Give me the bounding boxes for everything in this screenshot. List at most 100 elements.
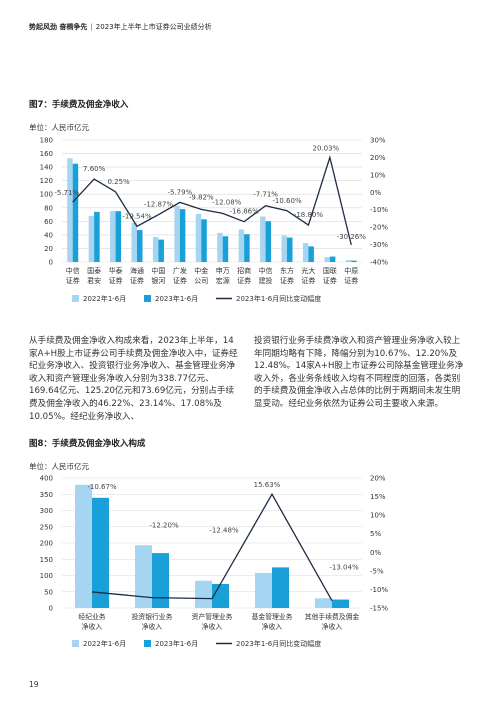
bar-2023 <box>92 497 109 608</box>
y-left-tick-label: 140 <box>40 164 53 172</box>
yoy-data-label: -7.71% <box>253 191 278 199</box>
bar-2022 <box>174 205 180 262</box>
bar-2023 <box>115 211 122 262</box>
y-left-tick-label: 200 <box>40 540 53 548</box>
y-right-tick-label: 10% <box>370 512 386 520</box>
figure8-title: 图8：手续费及佣金净收入构成 <box>29 439 146 449</box>
bar-2022 <box>255 572 272 608</box>
category-label: 国联 <box>323 266 337 275</box>
bar-2022 <box>281 235 287 262</box>
category-label: 中信 <box>66 266 80 275</box>
y-right-tick-label: -30% <box>370 241 388 249</box>
yoy-data-label: 0.25% <box>107 178 130 186</box>
yoy-data-label: -30.26% <box>337 233 367 241</box>
page-header: 势起风劲 奋楫争先 | 2023年上半年上市证券公司业绩分析 <box>29 22 212 32</box>
bar-2022 <box>260 216 266 262</box>
legend-label: 2022年1-6月 <box>83 639 126 648</box>
y-right-tick-label: 0% <box>370 189 381 197</box>
category-label: 建投 <box>259 276 273 285</box>
yoy-data-label: 15.63% <box>254 481 281 489</box>
category-label: 君安 <box>87 276 101 285</box>
y-right-tick-label: 0% <box>370 549 381 557</box>
legend-label: 2023年1-6月同比变动幅度 <box>236 294 321 303</box>
y-left-tick-label: 50 <box>44 588 53 596</box>
category-label: 证券 <box>66 276 80 285</box>
category-label: 净收入 <box>142 622 163 631</box>
body-paragraph-left: 从手续费及佣金净收入构成来看，2023年上半年，14家A+H股上市证券公司手续费… <box>29 336 238 422</box>
bar-2023 <box>265 221 272 262</box>
category-label: 投资银行业务 <box>132 612 173 621</box>
report-brand: 势起风劲 奋楫争先 <box>29 23 88 31</box>
figure7-title: 图7：手续费及佣金净收入 <box>29 100 129 110</box>
yoy-data-label: 20.03% <box>313 144 340 152</box>
y-right-tick-label: 15% <box>370 493 386 501</box>
category-label: 证券 <box>130 276 144 285</box>
bar-2023 <box>179 209 186 262</box>
y-right-tick-label: 20% <box>370 154 386 162</box>
yoy-data-label: -18.80% <box>294 211 324 219</box>
bar-2023 <box>272 567 289 608</box>
bar-2023 <box>94 211 100 262</box>
category-label: 证券 <box>280 276 294 285</box>
category-label: 申万 <box>216 266 230 275</box>
yoy-data-label: -10.67% <box>87 483 117 491</box>
header-separator: | <box>90 23 93 31</box>
legend-swatch-2023 <box>144 295 151 302</box>
bar-2022 <box>131 222 137 262</box>
yoy-data-label: -12.48% <box>209 527 239 535</box>
y-right-tick-label: -40% <box>370 259 388 267</box>
y-left-tick-label: 40 <box>44 231 53 239</box>
y-left-tick-label: 160 <box>40 150 53 158</box>
yoy-change-line <box>72 154 352 246</box>
bar-2022 <box>217 232 223 262</box>
category-label: 中信 <box>259 266 273 275</box>
bar-2022 <box>110 211 116 262</box>
y-left-tick-label: 60 <box>44 218 53 226</box>
category-label: 基金管理业务 <box>252 612 293 621</box>
y-right-tick-label: 20% <box>370 475 386 483</box>
yoy-change-line <box>91 492 333 602</box>
bar-2023 <box>72 163 79 262</box>
legend-label: 2023年1-6月 <box>155 639 198 648</box>
bar-2022 <box>152 236 159 262</box>
bar-2023 <box>222 236 229 262</box>
figure7-unit: 单位：人民币亿元 <box>29 123 89 132</box>
category-label: 证券 <box>344 276 358 285</box>
y-right-tick-label: -10% <box>370 206 388 214</box>
bar-2023 <box>201 219 207 262</box>
category-label: 国泰 <box>87 266 101 275</box>
y-left-tick-label: 0 <box>49 259 53 267</box>
figure8-chart: 0 50 100 150 200 250 300 350 400 -15% -10% -5% 0% 5% 1… <box>40 475 389 649</box>
bar-2023 <box>244 234 250 262</box>
bar-2022 <box>75 484 92 608</box>
bar-2023 <box>137 230 143 262</box>
bar-2022 <box>195 213 202 262</box>
bar-2022 <box>88 215 95 262</box>
category-label: 净收入 <box>202 622 223 631</box>
category-label: 证券 <box>323 276 337 285</box>
yoy-data-label: -12.87% <box>144 201 174 209</box>
y-left-tick-label: 350 <box>40 491 53 499</box>
legend-swatch-2022 <box>72 640 79 647</box>
y-left-tick-label: 120 <box>40 177 53 185</box>
category-label: 经纪业务 <box>78 612 105 621</box>
category-label: 净收入 <box>82 622 103 631</box>
y-right-tick-label: -15% <box>370 605 388 613</box>
y-left-tick-label: 300 <box>40 507 53 515</box>
yoy-data-label: -5.71% <box>54 189 79 197</box>
category-label: 广发 <box>173 266 187 275</box>
category-label: 净收入 <box>262 622 283 631</box>
legend-label: 2022年1-6月 <box>83 294 126 303</box>
category-label: 招商 <box>237 266 251 275</box>
category-label: 其他手续费及佣金 <box>305 612 360 621</box>
y-left-tick-label: 20 <box>44 245 53 253</box>
bar-2023 <box>158 239 164 262</box>
figure7-chart: 0 20 40 60 80 100 120 140 160 180 -40% -30% -20% -10%… <box>40 137 389 304</box>
bar-2022 <box>67 158 73 262</box>
legend-swatch-2022 <box>72 295 79 302</box>
bar-2022 <box>302 243 309 262</box>
category-label: 宏源 <box>216 276 230 285</box>
bar-2023 <box>287 237 293 262</box>
bar-2022 <box>238 229 245 262</box>
category-label: 银河 <box>151 276 165 285</box>
